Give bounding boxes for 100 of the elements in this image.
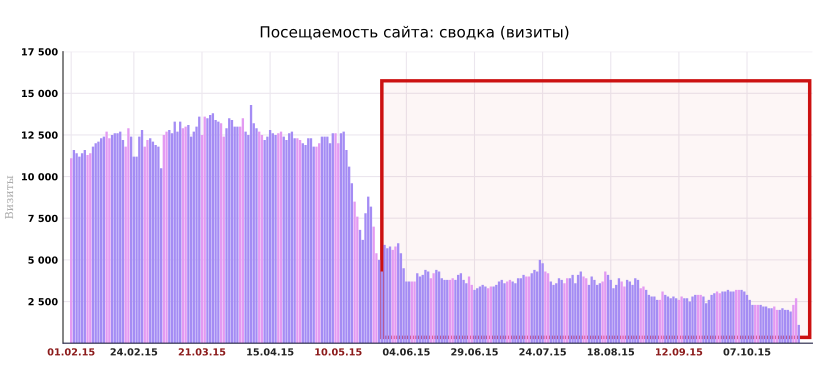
bar — [277, 133, 280, 344]
bar — [119, 132, 122, 344]
bar — [743, 292, 746, 344]
x-tick-label: 07.10.15 — [723, 348, 770, 356]
bar — [75, 153, 78, 344]
bar — [105, 132, 108, 344]
y-tick-label: 17 500 — [22, 48, 58, 56]
bar — [626, 280, 628, 344]
bar — [410, 282, 413, 344]
bar — [680, 296, 683, 344]
x-tick-label: 10.05.15 — [315, 348, 362, 356]
bar — [670, 298, 672, 344]
y-tick-label: 15 000 — [22, 90, 58, 98]
chart-title: Посещаемость сайта: сводка (визиты) — [260, 26, 568, 40]
x-tick-label: 21.03.15 — [178, 348, 226, 356]
bar — [228, 118, 230, 344]
bar — [127, 128, 130, 344]
bar — [675, 298, 678, 344]
bar — [209, 114, 212, 344]
bar — [392, 250, 394, 344]
bar — [323, 136, 326, 344]
bar — [759, 304, 762, 344]
bar — [506, 282, 508, 344]
bar — [168, 130, 170, 344]
bar — [678, 300, 680, 344]
bar — [786, 310, 790, 344]
bar — [784, 310, 786, 344]
bar — [593, 280, 596, 344]
bar — [650, 296, 653, 344]
bar — [242, 118, 244, 344]
bar — [272, 133, 274, 344]
bar — [353, 202, 356, 344]
bar — [713, 293, 716, 344]
bar — [762, 306, 765, 344]
bar — [550, 282, 552, 344]
x-tick-label: 12.09.15 — [656, 348, 702, 356]
bar — [446, 280, 448, 344]
bar — [258, 132, 260, 344]
bar — [460, 273, 462, 344]
bar — [604, 272, 606, 344]
bar — [566, 278, 568, 344]
bar — [789, 312, 792, 344]
x-tick-label: 24.02.15 — [110, 348, 158, 356]
bar — [798, 324, 800, 344]
bar — [326, 136, 328, 344]
bar — [620, 282, 623, 344]
y-tick-label: 5 000 — [28, 256, 58, 264]
bar — [212, 113, 214, 344]
bar — [435, 270, 438, 344]
bar — [318, 143, 320, 344]
bar — [484, 286, 487, 344]
bar — [302, 143, 304, 344]
bar — [628, 282, 631, 344]
bar — [768, 308, 770, 344]
bar — [778, 310, 781, 344]
bar — [516, 278, 520, 344]
bar — [773, 306, 776, 344]
bar — [78, 156, 81, 344]
x-tick-label: 01.02.15 — [48, 348, 94, 356]
bar — [538, 260, 542, 344]
bar — [184, 126, 187, 344]
x-tick-label: 04.06.15 — [382, 348, 430, 356]
bar — [525, 276, 528, 344]
bar — [456, 274, 460, 344]
y-tick-label: 7 500 — [28, 214, 58, 222]
bar — [634, 278, 636, 344]
bar — [367, 196, 370, 344]
bar — [683, 298, 686, 344]
bar — [500, 280, 503, 344]
bar — [585, 278, 588, 344]
bar — [154, 144, 157, 344]
bar — [580, 272, 582, 344]
bar — [590, 276, 593, 344]
bar — [408, 282, 410, 344]
bar — [544, 272, 547, 344]
bar — [482, 284, 484, 344]
bar — [130, 136, 132, 344]
bar — [102, 136, 106, 344]
bar — [72, 150, 76, 344]
bar — [100, 138, 102, 344]
bar — [70, 158, 72, 344]
bar — [571, 274, 574, 344]
bar — [495, 284, 498, 344]
bar — [264, 140, 266, 344]
bar — [320, 136, 324, 344]
bar — [452, 278, 454, 344]
bar — [465, 283, 468, 344]
y-tick-label: 10 000 — [22, 173, 58, 180]
bar — [187, 124, 190, 344]
bar — [204, 116, 206, 344]
bar — [174, 122, 176, 344]
bar — [653, 296, 656, 344]
bar — [560, 280, 563, 344]
bar — [378, 260, 380, 344]
bar — [694, 294, 696, 344]
bar — [149, 138, 152, 344]
bar — [732, 292, 735, 344]
bar — [342, 132, 345, 344]
bar — [162, 134, 165, 344]
bar — [640, 288, 642, 344]
